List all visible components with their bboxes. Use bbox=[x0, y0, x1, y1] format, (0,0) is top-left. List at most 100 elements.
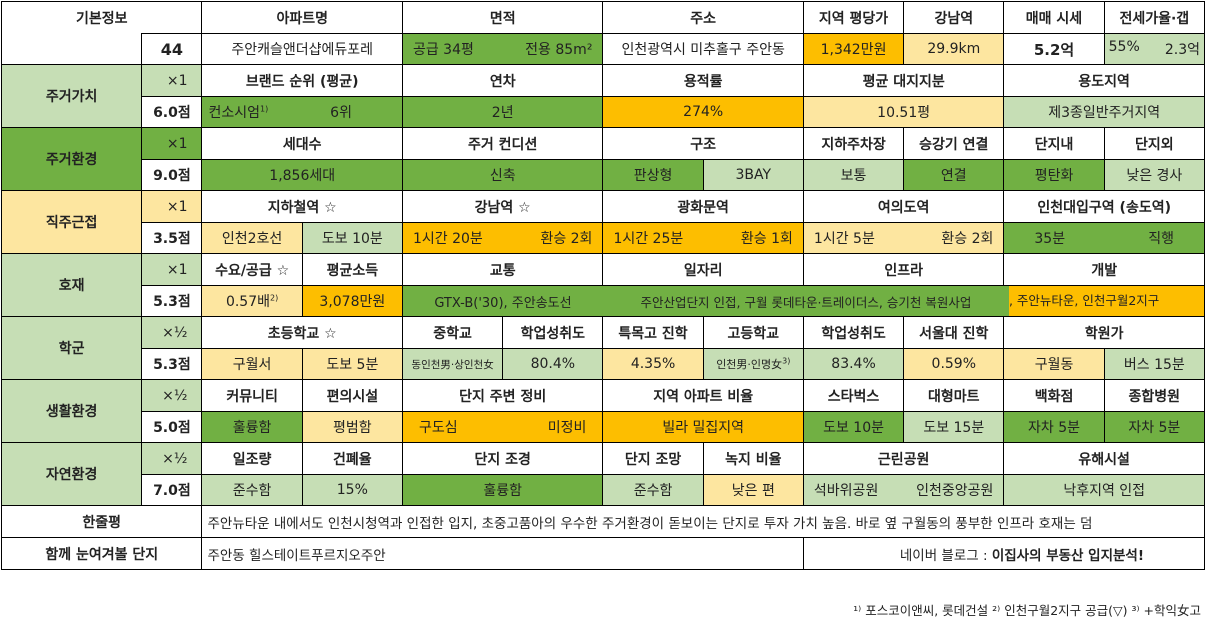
header-snu: 서울대 진학 bbox=[903, 316, 1005, 349]
header-brand: 브랜드 순위 (평균) bbox=[201, 64, 403, 97]
header-age: 연차 bbox=[401, 64, 604, 97]
job-label: 직주근접 bbox=[0, 190, 143, 254]
header-traffic: 교통 bbox=[401, 253, 604, 286]
header-special-high: 특목고 진학 bbox=[602, 316, 704, 349]
development-value: , 주안뉴타운, 인천구월2지구 bbox=[1008, 286, 1204, 316]
header-elementary: 초등학교 ☆ bbox=[201, 316, 403, 349]
academy-bus: 버스 15분 bbox=[1103, 348, 1206, 380]
header-middle: 중학교 bbox=[401, 316, 504, 349]
life-score: 5.0점 bbox=[141, 411, 203, 443]
hospital-value: 자차 5분 bbox=[1103, 411, 1206, 443]
jg-score: 6.0점 bbox=[141, 96, 203, 128]
brand-value: 컨소시엄1) 6위 bbox=[201, 96, 403, 128]
age-value: 2년 bbox=[401, 96, 604, 128]
env-label: 주거환경 bbox=[0, 127, 143, 191]
middle-value: 동인천男·상인천女 bbox=[401, 348, 504, 380]
zone-value: 제3종일반주거지역 bbox=[1003, 96, 1205, 128]
footnote: ¹⁾ 포스코이앤씨, 롯데건설 ²⁾ 인천구월2지구 공급(▽) ³⁾ +학익女… bbox=[853, 603, 1201, 618]
parking-value: 보통 bbox=[802, 159, 905, 191]
header-parking: 지하주차장 bbox=[802, 127, 905, 160]
nature-multiplier: ×½ bbox=[141, 442, 203, 475]
header-apt-name: 아파트명 bbox=[201, 1, 403, 34]
landscape-value: 훌륭함 bbox=[401, 474, 604, 506]
inner-value: 평탄화 bbox=[1003, 159, 1105, 191]
header-bcr: 건폐율 bbox=[301, 442, 403, 475]
header-households: 세대수 bbox=[201, 127, 403, 160]
header-apt-ratio: 지역 아파트 비율 bbox=[602, 379, 804, 412]
dev-multiplier: ×1 bbox=[141, 253, 203, 286]
school-label: 학군 bbox=[0, 316, 143, 380]
header-department: 백화점 bbox=[1003, 379, 1105, 412]
jobs-infra-value: 주안산업단지 인접, 구월 롯데타운·트레이더스, 승기천 복원사업 bbox=[640, 294, 972, 310]
condition-value: 신축 bbox=[401, 159, 604, 191]
traffic-value: GTX-B('30), 주안송도선 bbox=[434, 295, 572, 311]
header-park: 근린공원 bbox=[802, 442, 1005, 475]
area-value: 공급 34평 전용 85m² bbox=[401, 33, 604, 65]
incheon-univ-value: 35분 직행 bbox=[1003, 222, 1205, 254]
header-income: 평균소득 bbox=[301, 253, 403, 286]
header-hospital: 종합병원 bbox=[1103, 379, 1206, 412]
high-achievement-value: 83.4% bbox=[802, 348, 905, 380]
header-redevelopment: 단지 주변 정비 bbox=[401, 379, 604, 412]
header-area: 면적 bbox=[401, 1, 604, 34]
far-value: 274% bbox=[602, 96, 804, 128]
bcr-value: 15% bbox=[301, 474, 403, 506]
header-jobs: 일자리 bbox=[602, 253, 804, 286]
sale-price-value: 5.2억 bbox=[1003, 33, 1105, 65]
header-convenience: 편의시설 bbox=[301, 379, 403, 412]
header-landscape: 단지 조경 bbox=[401, 442, 604, 475]
department-value: 자차 5분 bbox=[1003, 411, 1105, 443]
header-community: 커뮤니티 bbox=[201, 379, 303, 412]
header-gwanghwamun: 광화문역 bbox=[602, 190, 804, 223]
jg-label: 주거가치 bbox=[0, 64, 143, 128]
redevelopment-value: 구도심 미정비 bbox=[401, 411, 604, 443]
income-value: 3,078만원 bbox=[301, 285, 403, 317]
apt-name: 주안캐슬앤더샵에듀포레 bbox=[201, 33, 403, 65]
mart-value: 도보 15분 bbox=[903, 411, 1005, 443]
header-subway: 지하철역 ☆ bbox=[201, 190, 403, 223]
nature-label: 자연환경 bbox=[0, 442, 143, 506]
subway-line: 인천2호선 bbox=[201, 222, 303, 254]
header-sunlight: 일조량 bbox=[201, 442, 303, 475]
community-value: 훌륭함 bbox=[201, 411, 303, 443]
related-label: 함께 눈여겨볼 단지 bbox=[0, 537, 203, 570]
nature-score: 7.0점 bbox=[141, 474, 203, 506]
header-incheon-univ: 인천대입구역 (송도역) bbox=[1003, 190, 1205, 223]
header-far: 용적률 bbox=[602, 64, 804, 97]
elementary-walk: 도보 5분 bbox=[301, 348, 403, 380]
header-condition: 주거 컨디션 bbox=[401, 127, 604, 160]
school-multiplier: ×½ bbox=[141, 316, 203, 349]
high-value: 인천男·인명女3) bbox=[702, 348, 804, 380]
header-middle-achievement: 학업성취도 bbox=[502, 316, 604, 349]
basic-label: 기본정보 bbox=[0, 1, 203, 34]
outer-value: 낮은 경사 bbox=[1103, 159, 1206, 191]
header-jeonse: 전세가율·갭 bbox=[1103, 1, 1206, 34]
job-multiplier: ×1 bbox=[141, 190, 203, 223]
structure-bay: 3BAY bbox=[702, 159, 804, 191]
gangnam-commute-value: 1시간 20분 환승 2회 bbox=[401, 222, 604, 254]
dev-score: 5.3점 bbox=[141, 285, 203, 317]
summary-text: 주안뉴타운 내에서도 인천시청역과 인접한 입지, 초중고품아의 우수한 주거환… bbox=[201, 505, 1205, 538]
view-value: 준수함 bbox=[602, 474, 704, 506]
header-sale-price: 매매 시세 bbox=[1003, 1, 1105, 34]
land-share-value: 10.51평 bbox=[802, 96, 1005, 128]
special-high-value: 4.35% bbox=[602, 348, 704, 380]
env-score: 9.0점 bbox=[141, 159, 203, 191]
jg-multiplier: ×1 bbox=[141, 64, 203, 97]
header-structure: 구조 bbox=[602, 127, 804, 160]
header-mart: 대형마트 bbox=[903, 379, 1005, 412]
header-high: 고등학교 bbox=[702, 316, 804, 349]
header-starbucks: 스타벅스 bbox=[802, 379, 905, 412]
header-inner: 단지내 bbox=[1003, 127, 1105, 160]
header-zone: 용도지역 bbox=[1003, 64, 1205, 97]
life-multiplier: ×½ bbox=[141, 379, 203, 412]
blog-credit: 네이버 블로그 : 이집사의 부동산 입지분석! bbox=[802, 537, 1206, 570]
starbucks-value: 도보 10분 bbox=[802, 411, 905, 443]
header-gangnam-commute: 강남역 ☆ bbox=[401, 190, 604, 223]
households-value: 1,856세대 bbox=[201, 159, 403, 191]
gangnam-distance: 29.9km bbox=[903, 33, 1005, 65]
subway-walk: 도보 10분 bbox=[301, 222, 403, 254]
park-value: 석바위공원 인천중앙공원 bbox=[802, 474, 1005, 506]
address-value: 인천광역시 미추홀구 주안동 bbox=[602, 33, 804, 65]
